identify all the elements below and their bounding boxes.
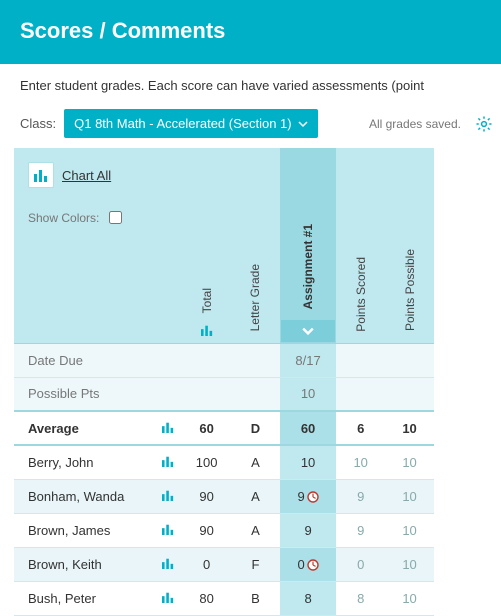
student-total: 80 (182, 581, 231, 615)
column-total-label: Total (200, 284, 214, 317)
student-assignment-value: 9 (304, 523, 311, 538)
student-chart-button[interactable] (161, 489, 175, 501)
chart-all-link[interactable]: Chart All (28, 162, 111, 188)
average-label: Average (28, 421, 79, 436)
student-name: Brown, James (28, 523, 110, 538)
student-possible: 10 (385, 547, 434, 581)
student-letter: B (231, 581, 280, 615)
chevron-down-icon (302, 325, 314, 337)
bar-chart-icon (200, 324, 214, 336)
student-possible: 10 (385, 445, 434, 479)
student-possible: 10 (385, 513, 434, 547)
student-total: 90 (182, 479, 231, 513)
student-total: 90 (182, 513, 231, 547)
student-possible: 10 (385, 479, 434, 513)
average-possible: 10 (385, 411, 434, 445)
student-letter: A (231, 445, 280, 479)
column-points-possible[interactable]: Points Possible (385, 148, 434, 343)
column-possible-label: Points Possible (403, 245, 417, 335)
student-total: 0 (182, 547, 231, 581)
gear-icon (475, 115, 493, 133)
student-name: Bonham, Wanda (28, 489, 124, 504)
grades-table: Chart All Show Colors: Total Letter Grad… (14, 148, 434, 616)
student-assignment-value: 9 (297, 489, 304, 504)
student-assignment-value: 10 (301, 455, 315, 470)
student-assignment-cell[interactable]: 8 (280, 581, 336, 615)
chevron-down-icon (298, 119, 308, 129)
student-assignment-value: 0 (297, 557, 304, 572)
average-scored: 6 (336, 411, 385, 445)
bar-chart-icon (161, 591, 175, 603)
student-name: Berry, John (28, 455, 94, 470)
average-total: 60 (182, 411, 231, 445)
chart-all-label: Chart All (62, 168, 111, 183)
bar-chart-icon (161, 421, 175, 433)
student-scored: 10 (336, 445, 385, 479)
column-letter-label: Letter Grade (248, 260, 262, 335)
show-colors-label: Show Colors: (28, 211, 99, 225)
student-possible: 10 (385, 581, 434, 615)
date-due-label: Date Due (14, 343, 182, 377)
page-subhead: Enter student grades. Each score can hav… (0, 64, 501, 103)
average-chart-button[interactable] (161, 421, 175, 433)
column-letter-grade[interactable]: Letter Grade (231, 148, 280, 343)
student-scored: 0 (336, 547, 385, 581)
bar-chart-icon (33, 168, 49, 182)
late-icon (307, 491, 319, 503)
bar-chart-icon (161, 455, 175, 467)
column-scored-label: Points Scored (354, 253, 368, 336)
date-due-value: 8/17 (280, 343, 336, 377)
student-scored: 9 (336, 479, 385, 513)
student-assignment-cell[interactable]: 10 (280, 445, 336, 479)
possible-pts-value: 10 (280, 377, 336, 411)
date-due-row: Date Due 8/17 (14, 343, 434, 377)
bar-chart-icon (161, 523, 175, 535)
save-status: All grades saved. (369, 117, 461, 131)
settings-button[interactable] (475, 115, 493, 133)
student-scored: 8 (336, 581, 385, 615)
student-row: Bush, Peter80B8810 (14, 581, 434, 615)
student-letter: A (231, 513, 280, 547)
student-scored: 9 (336, 513, 385, 547)
column-points-scored[interactable]: Points Scored (336, 148, 385, 343)
bar-chart-icon (161, 489, 175, 501)
column-total[interactable]: Total (182, 148, 231, 343)
column-expand-button[interactable] (281, 320, 335, 342)
possible-pts-row: Possible Pts 10 (14, 377, 434, 411)
page-title: Scores / Comments (20, 18, 225, 43)
show-colors-control: Show Colors: (28, 208, 172, 227)
student-chart-button[interactable] (161, 591, 175, 603)
possible-pts-label: Possible Pts (14, 377, 182, 411)
toolbar: Class: Q1 8th Math - Accelerated (Sectio… (0, 103, 501, 144)
average-letter: D (231, 411, 280, 445)
student-row: Brown, James90A9910 (14, 513, 434, 547)
student-chart-button[interactable] (161, 523, 175, 535)
average-row: Average 60 D 60 6 10 (14, 411, 434, 445)
student-chart-button[interactable] (161, 557, 175, 569)
class-selector-value: Q1 8th Math - Accelerated (Section 1) (74, 116, 292, 131)
column-assignment-1[interactable]: Assignment #1 (280, 148, 336, 343)
student-letter: F (231, 547, 280, 581)
student-name: Brown, Keith (28, 557, 102, 572)
student-assignment-cell[interactable]: 0 (280, 547, 336, 581)
student-assignment-cell[interactable]: 9 (280, 479, 336, 513)
student-row: Bonham, Wanda90A9910 (14, 479, 434, 513)
student-assignment-cell[interactable]: 9 (280, 513, 336, 547)
page-banner: Scores / Comments (0, 0, 501, 64)
average-assignment: 60 (280, 411, 336, 445)
bar-chart-icon (161, 557, 175, 569)
student-total: 100 (182, 445, 231, 479)
student-letter: A (231, 479, 280, 513)
class-selector[interactable]: Q1 8th Math - Accelerated (Section 1) (64, 109, 318, 138)
table-header-row: Chart All Show Colors: Total Letter Grad… (14, 148, 434, 343)
show-colors-checkbox[interactable] (109, 211, 122, 224)
student-row: Berry, John100A101010 (14, 445, 434, 479)
late-icon (307, 559, 319, 571)
column-assignment-label: Assignment #1 (301, 220, 315, 313)
student-row: Brown, Keith0F0010 (14, 547, 434, 581)
class-label: Class: (20, 116, 56, 131)
student-chart-button[interactable] (161, 455, 175, 467)
